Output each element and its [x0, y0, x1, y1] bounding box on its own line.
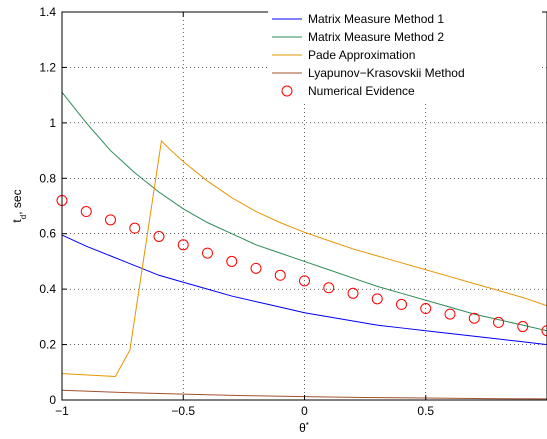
legend-label: Matrix Measure Method 2 — [308, 30, 444, 44]
data-point — [202, 247, 213, 259]
data-point — [323, 282, 335, 294]
y-tick-label: 0 — [49, 393, 56, 407]
y-tick-label: 1.4 — [39, 5, 56, 19]
y-axis-label: td, sec — [10, 189, 28, 222]
y-tick-label: 0.6 — [39, 227, 56, 241]
data-point — [105, 214, 116, 226]
data-point — [396, 298, 407, 310]
y-tick-label: 1 — [49, 116, 56, 130]
data-point — [226, 255, 238, 267]
data-point — [274, 269, 286, 281]
data-point — [347, 287, 359, 299]
x-axis-label: θ* — [299, 421, 309, 436]
series-2 — [61, 139, 547, 377]
legend-box — [268, 10, 542, 102]
legend-swatch — [281, 85, 293, 97]
data-point — [153, 230, 165, 242]
series-line — [61, 92, 547, 332]
series-4 — [56, 194, 547, 337]
data-point — [177, 239, 189, 251]
data-point — [250, 262, 262, 274]
data-point — [371, 293, 383, 305]
data-point — [299, 275, 310, 287]
data-point — [493, 316, 504, 328]
data-point — [444, 308, 456, 320]
legend-label: Matrix Measure Method 1 — [308, 12, 444, 26]
y-tick-label: 0.8 — [39, 171, 56, 185]
legend-label: Pade Approximation — [308, 48, 415, 62]
y-tick-label: 1.2 — [39, 60, 56, 74]
data-point — [468, 312, 480, 324]
series-1 — [61, 92, 547, 332]
legend-label: Lyapunov−Krasovskii Method — [308, 66, 465, 80]
data-point — [80, 206, 92, 218]
series-line — [61, 234, 547, 346]
legend: Matrix Measure Method 1 Matrix Measure Me… — [268, 10, 542, 102]
data-point — [420, 303, 432, 315]
x-tick-label: 0 — [301, 404, 308, 418]
series-layer — [56, 92, 547, 400]
data-point — [517, 321, 529, 333]
data-point — [129, 222, 141, 234]
series-line — [61, 139, 547, 377]
y-tick-label: 0.4 — [39, 282, 56, 296]
x-tick-label: −0.5 — [171, 404, 195, 418]
y-tick-label: 0.2 — [39, 338, 56, 352]
legend-label: Numerical Evidence — [308, 84, 415, 98]
series-0 — [61, 234, 547, 346]
x-tick-label: 0.5 — [417, 404, 434, 418]
ticks: −1 −0.5 0 0.5 0 0.2 0.4 0.6 0.8 1 1.2 1.4 — [39, 5, 434, 418]
x-tick-label: −1 — [55, 404, 69, 418]
data-point — [541, 325, 547, 337]
